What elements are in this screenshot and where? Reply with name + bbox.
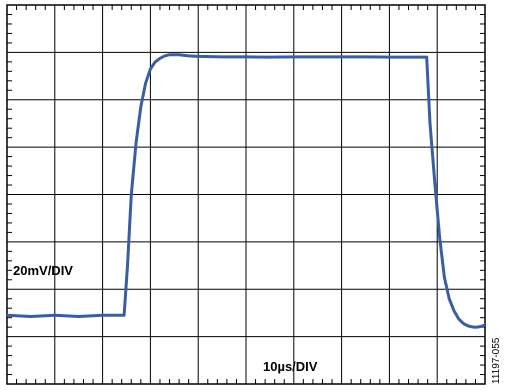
trace-1 <box>7 53 485 329</box>
trace-layer <box>7 53 485 329</box>
minor-ticks <box>7 5 485 384</box>
figure-number: 11197-055 <box>491 337 502 384</box>
vertical-scale-label: 20mV/DIV <box>13 263 73 278</box>
plot-frame <box>6 4 486 385</box>
horizontal-scale-label: 10µs/DIV <box>263 359 318 374</box>
